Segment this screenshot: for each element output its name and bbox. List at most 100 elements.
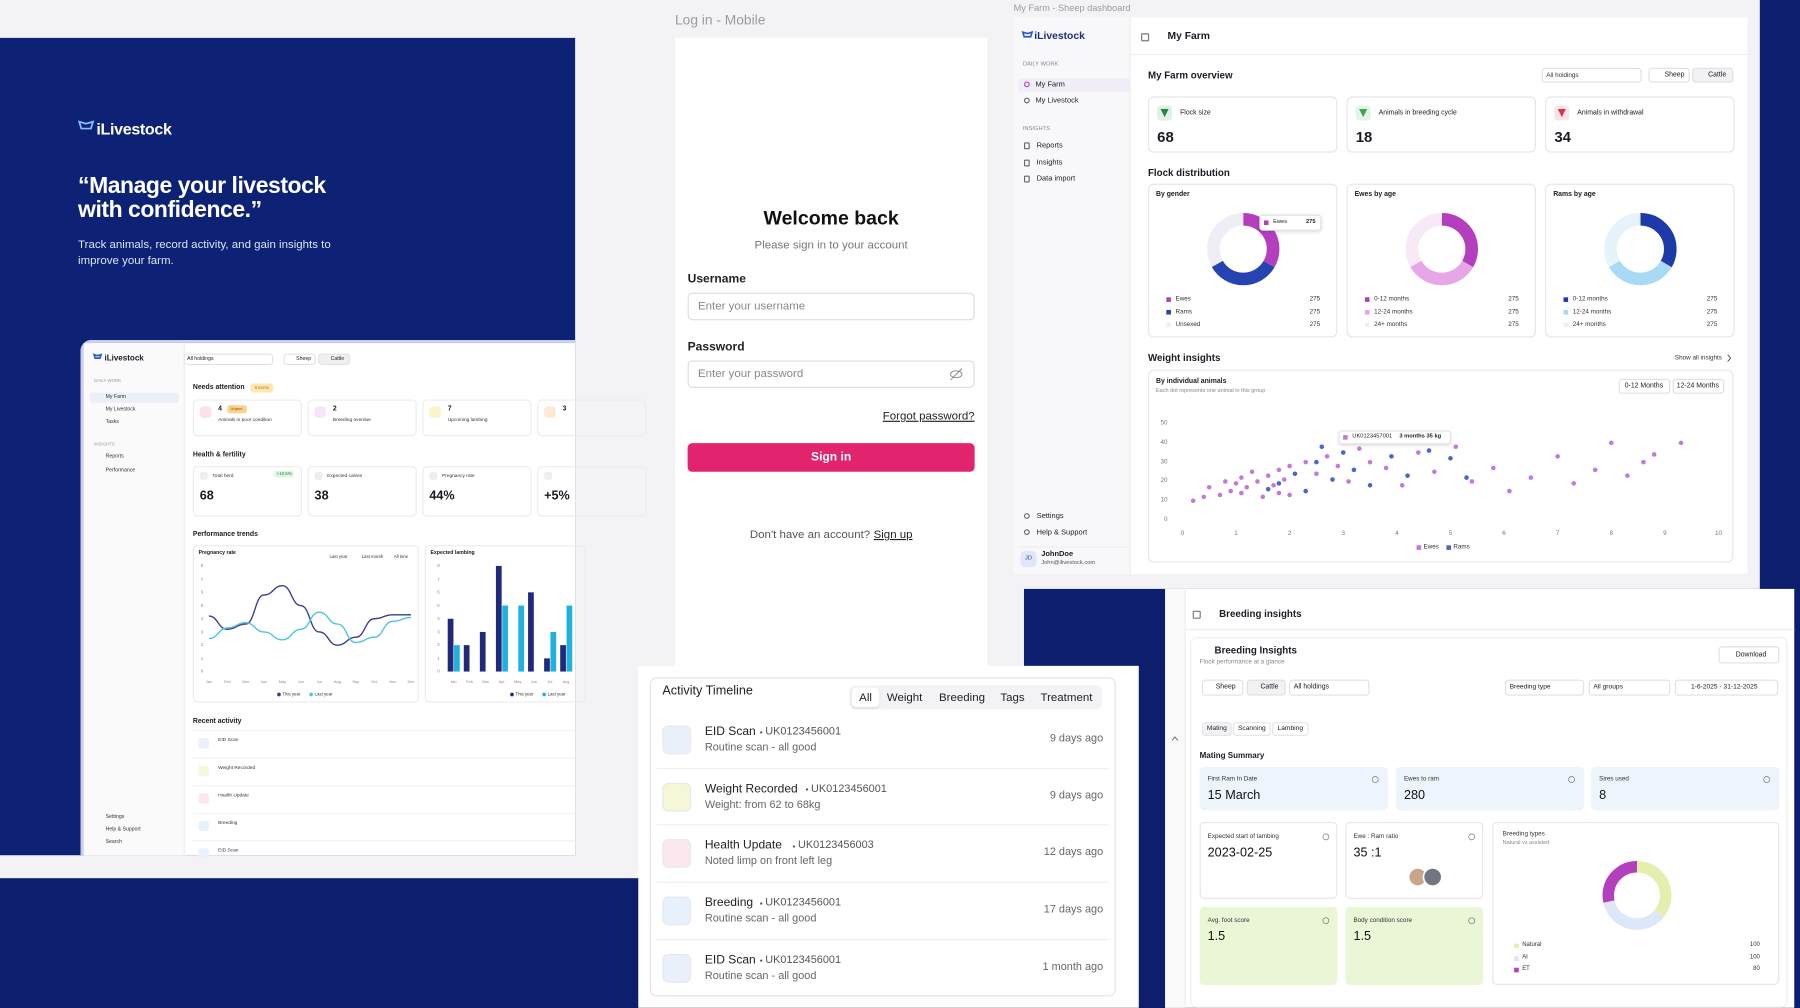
mockup-nav: My Livestock bbox=[105, 405, 136, 412]
filter-label[interactable]: All groups bbox=[1593, 683, 1623, 691]
tab-label[interactable]: Mating bbox=[1206, 725, 1227, 733]
tab[interactable] bbox=[1232, 722, 1271, 736]
tab[interactable]: Tags bbox=[1000, 691, 1025, 704]
filter[interactable] bbox=[1674, 679, 1779, 696]
breeding-card bbox=[1190, 637, 1788, 1008]
input-username[interactable] bbox=[687, 292, 975, 321]
nav-item[interactable]: Insights bbox=[1036, 158, 1063, 167]
scatter-point bbox=[1389, 454, 1394, 459]
scatter-point bbox=[1448, 456, 1453, 461]
input-password[interactable] bbox=[687, 360, 975, 389]
scatter-point bbox=[1303, 459, 1308, 465]
tab[interactable] bbox=[1271, 722, 1309, 736]
card-label: First Ram In Date bbox=[1207, 775, 1258, 783]
filter[interactable] bbox=[1246, 679, 1286, 696]
info-icon bbox=[1322, 833, 1330, 841]
tab[interactable] bbox=[1201, 722, 1232, 736]
nav-item[interactable]: Settings bbox=[1036, 512, 1064, 521]
tab-label[interactable]: Lambing bbox=[1277, 725, 1304, 733]
species-label[interactable]: Sheep bbox=[1664, 71, 1685, 79]
filter-label[interactable]: 1-6-2025 - 31-12-2025 bbox=[1690, 683, 1758, 691]
scatter-point bbox=[1346, 479, 1351, 484]
filter-label[interactable]: Breeding type bbox=[1509, 683, 1551, 691]
mockup-section-title: Health & fertility bbox=[192, 451, 246, 459]
mockup-nav: Tasks bbox=[105, 418, 119, 425]
nav-item[interactable]: My Livestock bbox=[1035, 96, 1079, 105]
species-chip[interactable] bbox=[1692, 67, 1734, 83]
tab[interactable]: Breeding bbox=[939, 691, 985, 704]
activity-icon bbox=[662, 782, 692, 812]
input-placeholder[interactable]: Enter your password bbox=[697, 367, 804, 381]
donut-card bbox=[1147, 183, 1338, 338]
tab-label[interactable]: Scanning bbox=[1237, 725, 1266, 733]
mockup-chart-card bbox=[192, 545, 420, 703]
y-tick-label: 5 bbox=[200, 603, 204, 608]
filter[interactable] bbox=[1201, 679, 1244, 696]
sign-in-button[interactable] bbox=[687, 443, 975, 472]
species-label[interactable]: Cattle bbox=[1708, 71, 1727, 79]
download-label[interactable]: Download bbox=[1735, 651, 1767, 659]
mockup-alert-label: Animals in poor condition bbox=[218, 416, 272, 423]
filter-label[interactable]: Sheep bbox=[1215, 683, 1236, 691]
y-tick-label: 6 bbox=[437, 589, 440, 595]
sidebar-toggle bbox=[1141, 33, 1150, 42]
nav-item[interactable]: Help & Support bbox=[1036, 528, 1088, 537]
scatter-point bbox=[1335, 463, 1341, 469]
tab[interactable]: Treatment bbox=[1040, 691, 1093, 704]
mockup-nav-footer: Search bbox=[105, 838, 122, 845]
hero-subtitle: Track animals, record activity, and gain… bbox=[78, 238, 331, 268]
nav-item[interactable]: Reports bbox=[1036, 141, 1063, 150]
filter[interactable] bbox=[1504, 679, 1585, 696]
mockup-kpi-card bbox=[537, 466, 647, 517]
download-button[interactable] bbox=[1718, 646, 1780, 664]
filter-label[interactable]: Cattle bbox=[1260, 683, 1279, 691]
range-label[interactable]: 12-24 Months bbox=[1676, 382, 1719, 390]
scatter-point bbox=[1281, 477, 1287, 482]
scatter-point bbox=[1399, 483, 1405, 488]
nav-item[interactable]: Data import bbox=[1036, 174, 1076, 184]
filter[interactable] bbox=[1289, 679, 1370, 696]
tooltip-value: 275 bbox=[1305, 218, 1316, 226]
y-tick-label: 40 bbox=[1160, 439, 1168, 447]
mockup-alert-icon bbox=[544, 406, 556, 418]
chevron bbox=[1727, 354, 1732, 362]
forgot-link[interactable]: Forgot password? bbox=[882, 410, 975, 424]
legend-value: 275 bbox=[1309, 296, 1321, 304]
legend-value: 80 bbox=[1753, 965, 1760, 973]
sidebar-toggle bbox=[1192, 610, 1201, 619]
filter[interactable] bbox=[1588, 679, 1671, 696]
show-all-link[interactable]: Show all insights bbox=[1674, 354, 1722, 362]
mockup-kpi-card bbox=[307, 466, 417, 517]
score-card bbox=[1199, 906, 1338, 985]
holdings-label[interactable]: All holdings bbox=[1546, 71, 1579, 79]
login-card bbox=[674, 37, 988, 666]
nav-item[interactable]: My Farm bbox=[1035, 80, 1065, 89]
login-title: Welcome back bbox=[763, 207, 899, 230]
tab[interactable]: All bbox=[859, 691, 872, 704]
range-button[interactable] bbox=[1672, 378, 1725, 394]
holdings-dropdown[interactable] bbox=[1541, 67, 1642, 83]
activity-panel bbox=[638, 665, 1139, 1008]
x-tick-label: 6 bbox=[1502, 530, 1506, 538]
donut-title: Ewes by age bbox=[1354, 191, 1396, 199]
mockup-activity: Health Update bbox=[218, 791, 249, 798]
input-placeholder[interactable]: Enter your username bbox=[697, 300, 806, 313]
stat-card bbox=[1147, 96, 1338, 153]
mockup-badge bbox=[250, 383, 274, 393]
row-divider bbox=[656, 824, 1109, 826]
sign-up-link[interactable]: Sign up bbox=[873, 528, 913, 542]
y-tick-label: 4 bbox=[437, 616, 440, 621]
filter-label[interactable]: All holdings bbox=[1293, 683, 1329, 691]
y-tick-label: 0 bbox=[1163, 516, 1168, 524]
range-button[interactable] bbox=[1618, 378, 1671, 394]
mockup-section-title: Needs attention bbox=[192, 384, 245, 392]
tab[interactable]: Weight bbox=[886, 691, 923, 704]
y-tick-label: 4 bbox=[200, 616, 204, 621]
species-chip[interactable] bbox=[1648, 67, 1690, 83]
y-tick-label: 2 bbox=[200, 642, 204, 648]
range-label[interactable]: 0-12 Months bbox=[1624, 382, 1664, 390]
sign-in-label[interactable]: Sign in bbox=[811, 450, 852, 465]
x-tick-label: 5 bbox=[1448, 530, 1453, 538]
legend-label: Last year bbox=[314, 692, 333, 697]
mockup-row-icon bbox=[198, 765, 209, 777]
